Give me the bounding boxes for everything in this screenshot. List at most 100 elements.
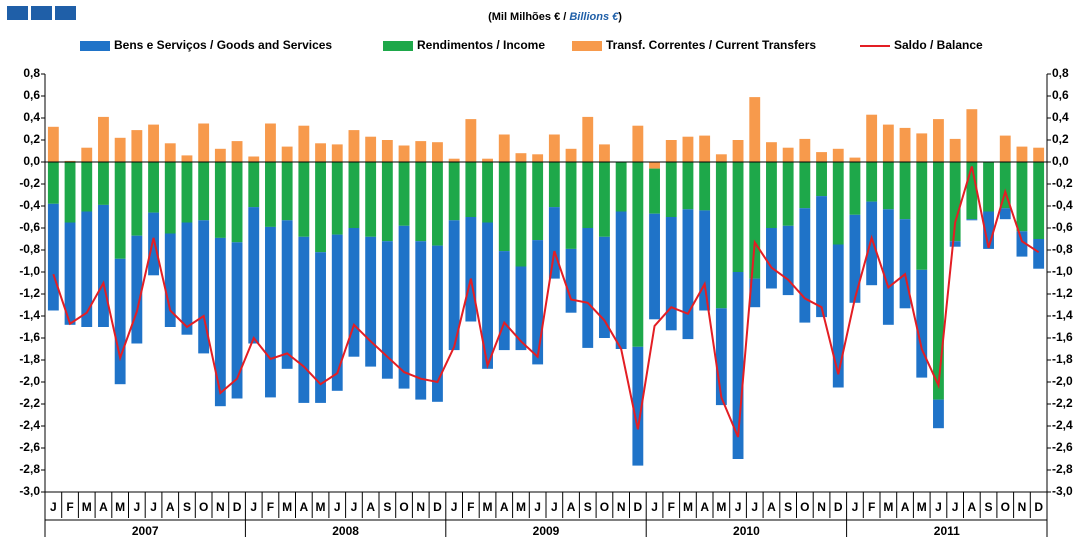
bar-segment (415, 141, 427, 162)
bar-segment (348, 162, 360, 228)
bar-segment (315, 143, 326, 162)
y-tick-label: -0,4 (19, 198, 40, 212)
bar-segment (448, 158, 460, 162)
x-tick-label: A (901, 500, 910, 514)
bar-segment (265, 226, 276, 398)
y-tick-label: -2,6 (19, 440, 40, 454)
bar-segment (732, 162, 744, 272)
bar-segment (515, 266, 527, 351)
bar-segment (649, 213, 660, 320)
bar-segment (47, 162, 59, 204)
bar-segment (331, 162, 343, 235)
x-tick-label: J (50, 500, 57, 514)
title-part: Billions € (569, 11, 619, 23)
bar-segment (348, 130, 360, 162)
bar-segment (849, 214, 861, 303)
bar-segment (164, 162, 176, 234)
bar-segment (298, 162, 310, 237)
x-tick-label: A (99, 500, 108, 514)
y2-tick-label: -3,0 (1052, 484, 1073, 498)
legend-label: Rendimentos / Income (417, 38, 545, 52)
bar-segment (114, 258, 126, 385)
bar-segment (214, 237, 226, 407)
bar-segment (47, 203, 59, 311)
bar-segment (699, 162, 711, 211)
bar-segment (214, 148, 226, 162)
bar-segment (398, 145, 410, 162)
bar-segment (983, 162, 994, 212)
y2-tick-label: 0,0 (1052, 154, 1069, 168)
bar-segment (632, 162, 644, 347)
bar-segment (599, 162, 610, 237)
bar-segment (799, 208, 811, 323)
bar-segment (715, 308, 727, 406)
bar-segment (515, 153, 527, 162)
x-tick-label: M (883, 500, 893, 514)
x-tick-label: F (66, 500, 73, 514)
y2-tick-label: -2,4 (1052, 418, 1073, 432)
x-tick-label: M (316, 500, 326, 514)
x-tick-label: S (784, 500, 792, 514)
x-tick-label: M (716, 500, 726, 514)
x-tick-label: O (399, 500, 408, 514)
x-tick-label: A (700, 500, 709, 514)
bar-segment (181, 155, 193, 162)
x-tick-label: A (567, 500, 576, 514)
bar-segment (749, 97, 761, 162)
bar-segment (999, 208, 1011, 220)
bar-segment (949, 138, 961, 162)
bar-segment (832, 148, 844, 162)
bar-segment (381, 140, 393, 162)
bar-segment (866, 201, 878, 286)
bar-segment (515, 162, 527, 267)
y2-tick-label: 0,2 (1052, 132, 1069, 146)
y2-tick-label: -1,8 (1052, 352, 1073, 366)
bar-segment (498, 251, 510, 351)
bar-segment (348, 228, 360, 357)
x-tick-label: M (282, 500, 292, 514)
y-tick-label: 0,4 (23, 110, 40, 124)
bar-segment (615, 162, 627, 212)
bar-segment (866, 162, 878, 202)
y-tick-label: -0,8 (19, 242, 40, 256)
bar-segment (47, 126, 59, 162)
bar-segment (298, 236, 310, 403)
x-tick-label: S (985, 500, 993, 514)
bar-segment (1033, 147, 1045, 162)
bar-segment (214, 162, 226, 238)
bar-segment (432, 245, 443, 402)
title-part: (Mil Milhões € / (488, 11, 569, 23)
y-tick-label: 0,6 (23, 88, 40, 102)
year-label: 2011 (934, 524, 960, 537)
bar-segment (715, 154, 727, 162)
y2-tick-label: -1,4 (1052, 308, 1073, 322)
bar-segment (415, 162, 427, 242)
bar-segment (899, 127, 911, 162)
bar-segment (398, 225, 410, 389)
bar-segment (98, 162, 109, 205)
x-tick-label: A (166, 500, 175, 514)
bar-segment (482, 222, 493, 369)
bar-segment (482, 162, 493, 223)
bar-segment (164, 233, 176, 327)
x-tick-label: S (584, 500, 592, 514)
bar-segment (248, 156, 260, 162)
bar-segment (248, 162, 260, 208)
bar-segment (148, 162, 159, 213)
x-tick-label: O (199, 500, 208, 514)
bar-segment (849, 162, 861, 215)
y2-tick-label: -1,2 (1052, 286, 1073, 300)
bar-segment (148, 212, 159, 276)
x-tick-label: N (216, 500, 225, 514)
bar-segment (482, 158, 493, 162)
x-tick-label: D (1034, 500, 1043, 514)
y-tick-label: 0,0 (23, 154, 40, 168)
bar-segment (999, 135, 1011, 162)
y-tick-label: -1,4 (19, 308, 40, 322)
bar-segment (465, 119, 477, 162)
bar-segment (832, 244, 844, 388)
year-label: 2008 (332, 524, 359, 537)
bar-segment (548, 207, 560, 279)
bar-segment (432, 162, 443, 246)
